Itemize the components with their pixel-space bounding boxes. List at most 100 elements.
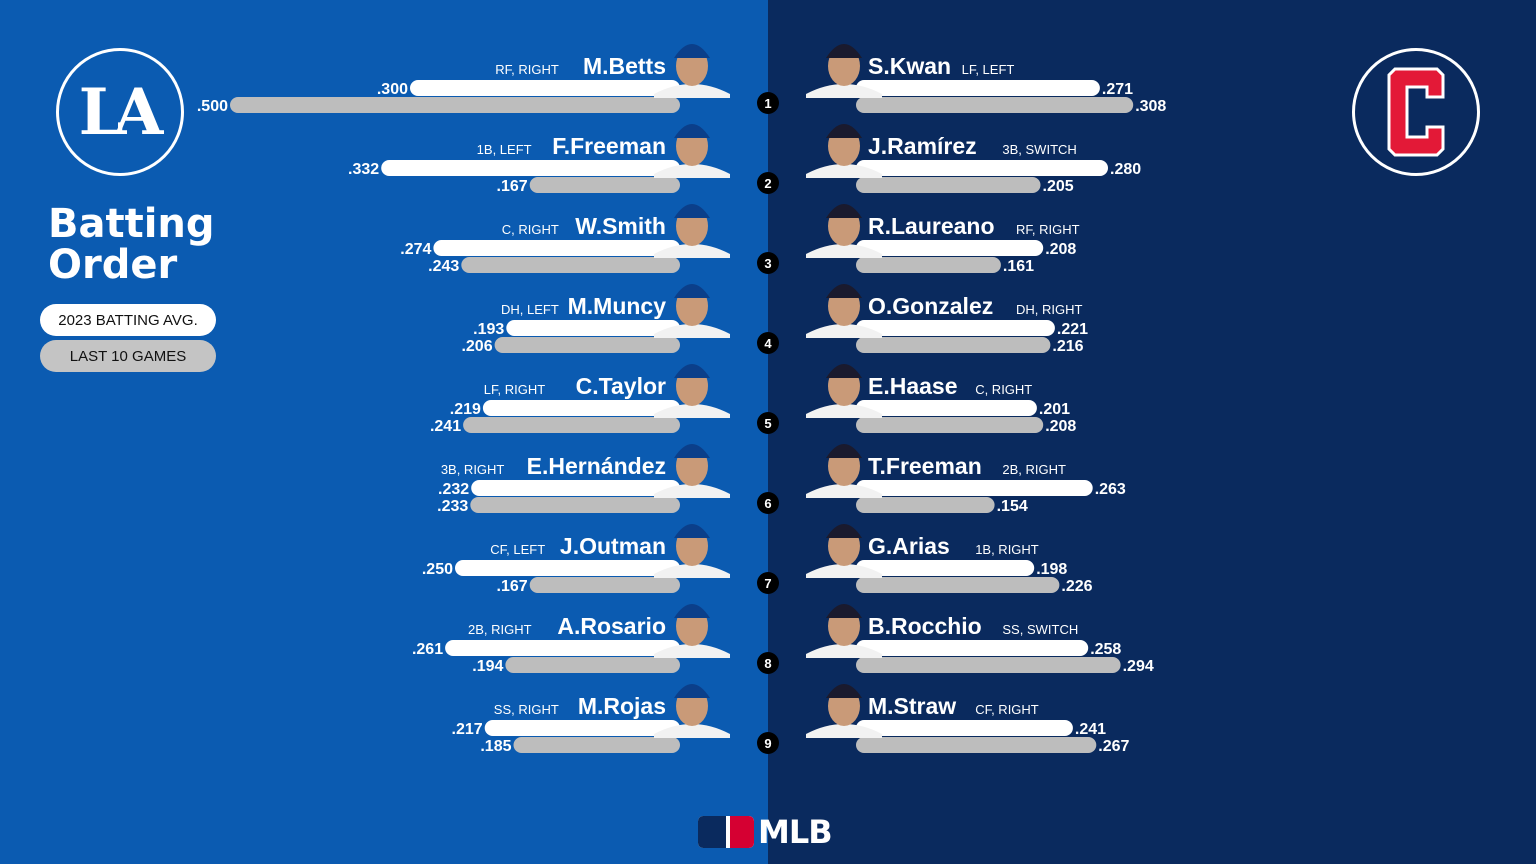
guardians-last10-bar [856,257,1001,273]
mlb-badge-icon [698,816,754,848]
guardians-avg-bar [856,80,1100,96]
dodgers-player-position: C, RIGHT [502,222,559,237]
dodgers-last10-bar [470,497,680,513]
guardians-avg-bar [856,640,1089,656]
dodgers-avg-label: .217 [452,721,483,738]
dodgers-last10-label: .194 [472,658,503,675]
dodgers-last10-bar [513,737,680,753]
batting-order-number-circle [757,732,779,754]
batting-order-number: 2 [764,176,771,191]
batting-order-number: 8 [764,656,771,671]
dodgers-avg-label: .219 [450,401,481,418]
guardians-player-name: B.Rocchio [868,613,982,639]
guardians-avg-label: .263 [1095,481,1126,498]
dodgers-player-name: M.Rojas [578,693,666,719]
dodgers-last10-bar [463,417,680,433]
dodgers-player-position: 3B, RIGHT [441,462,505,477]
guardians-player-name: S.Kwan [868,53,951,79]
dodgers-avg-bar [506,320,680,336]
dodgers-logo: LA [56,48,184,176]
guardians-avg-label: .221 [1057,321,1088,338]
dodgers-player-name: F.Freeman [552,133,666,159]
batting-order-number: 5 [764,416,771,431]
dodgers-player-name: C.Taylor [576,373,666,399]
batting-order-number-circle [757,572,779,594]
guardians-last10-label: .208 [1045,418,1076,435]
guardians-avg-label: .201 [1039,401,1070,418]
batting-order-number-circle [757,652,779,674]
dodgers-last10-label: .167 [497,178,528,195]
dodgers-player-position: CF, LEFT [490,542,545,557]
guardians-avg-bar [856,480,1093,496]
guardians-last10-bar [856,177,1041,193]
player-headshot-icon [654,444,730,498]
guardians-last10-bar [856,97,1134,113]
dodgers-avg-label: .261 [412,641,443,658]
guardians-last10-label: .216 [1052,338,1083,355]
dodgers-last10-bar [529,177,680,193]
batting-order-number: 7 [764,576,771,591]
guardians-player-position: CF, RIGHT [975,702,1039,717]
guardians-avg-bar [856,560,1035,576]
player-headshot-icon [806,44,882,98]
dodgers-last10-bar [461,257,680,273]
dodgers-last10-bar [505,657,680,673]
guardians-player-position: DH, RIGHT [1016,302,1083,317]
batting-order-number: 3 [764,256,771,271]
dodgers-last10-label: .243 [428,258,459,275]
player-headshot-icon [806,124,882,178]
player-headshot-icon [654,684,730,738]
dodgers-avg-label: .232 [438,481,469,498]
guardians-player-name: T.Freeman [868,453,982,479]
guardians-player-name: R.Laureano [868,213,995,239]
batting-order-number: 6 [764,496,771,511]
player-headshot-icon [806,604,882,658]
guardians-avg-label: .280 [1110,161,1141,178]
guardians-last10-label: .294 [1123,658,1154,675]
guardians-avg-bar [856,400,1037,416]
dodgers-player-position: LF, RIGHT [484,382,545,397]
player-headshot-icon [654,364,730,418]
batting-order-number: 4 [764,336,772,351]
dodgers-player-name: M.Muncy [568,293,667,319]
dodgers-last10-label: .185 [480,738,511,755]
dodgers-avg-bar [381,160,680,176]
dodgers-player-position: 2B, RIGHT [468,622,532,637]
player-headshot-icon [654,604,730,658]
dodgers-player-name: M.Betts [583,53,666,79]
player-headshot-icon [806,364,882,418]
legend-last10: LAST 10 GAMES [40,340,216,372]
dodgers-last10-label: .500 [197,98,228,115]
guardians-avg-bar [856,240,1044,256]
player-headshot-icon [806,284,882,338]
dodgers-last10-label: .241 [430,418,461,435]
dodgers-player-position: DH, LEFT [501,302,559,317]
guardians-avg-label: .241 [1075,721,1106,738]
batting-order-number-circle [757,92,779,114]
dodgers-avg-bar [445,640,680,656]
player-headshot-icon [654,124,730,178]
dodgers-last10-bar [230,97,680,113]
guardians-player-name: G.Arias [868,533,950,559]
legend-avg: 2023 BATTING AVG. [40,304,216,336]
guardians-logo [1352,48,1480,176]
guardians-player-position: 3B, SWITCH [1002,142,1076,157]
dodgers-last10-label: .233 [437,498,468,515]
player-headshot-icon [806,524,882,578]
dodgers-avg-bar [455,560,680,576]
dodgers-avg-bar [471,480,680,496]
dodgers-player-name: W.Smith [575,213,666,239]
dodgers-player-position: 1B, LEFT [477,142,532,157]
guardians-last10-bar [856,737,1097,753]
guardians-player-name: J.Ramírez [868,133,977,159]
guardians-player-position: RF, RIGHT [1016,222,1080,237]
guardians-last10-bar [856,497,995,513]
batting-order-number: 1 [764,96,771,111]
dodgers-avg-label: .193 [473,321,504,338]
player-headshot-icon [806,204,882,258]
dodgers-avg-bar [410,80,680,96]
dodgers-last10-bar [494,337,680,353]
batting-order-number-circle [757,412,779,434]
guardians-avg-bar [856,160,1108,176]
guardians-player-name: M.Straw [868,693,956,719]
